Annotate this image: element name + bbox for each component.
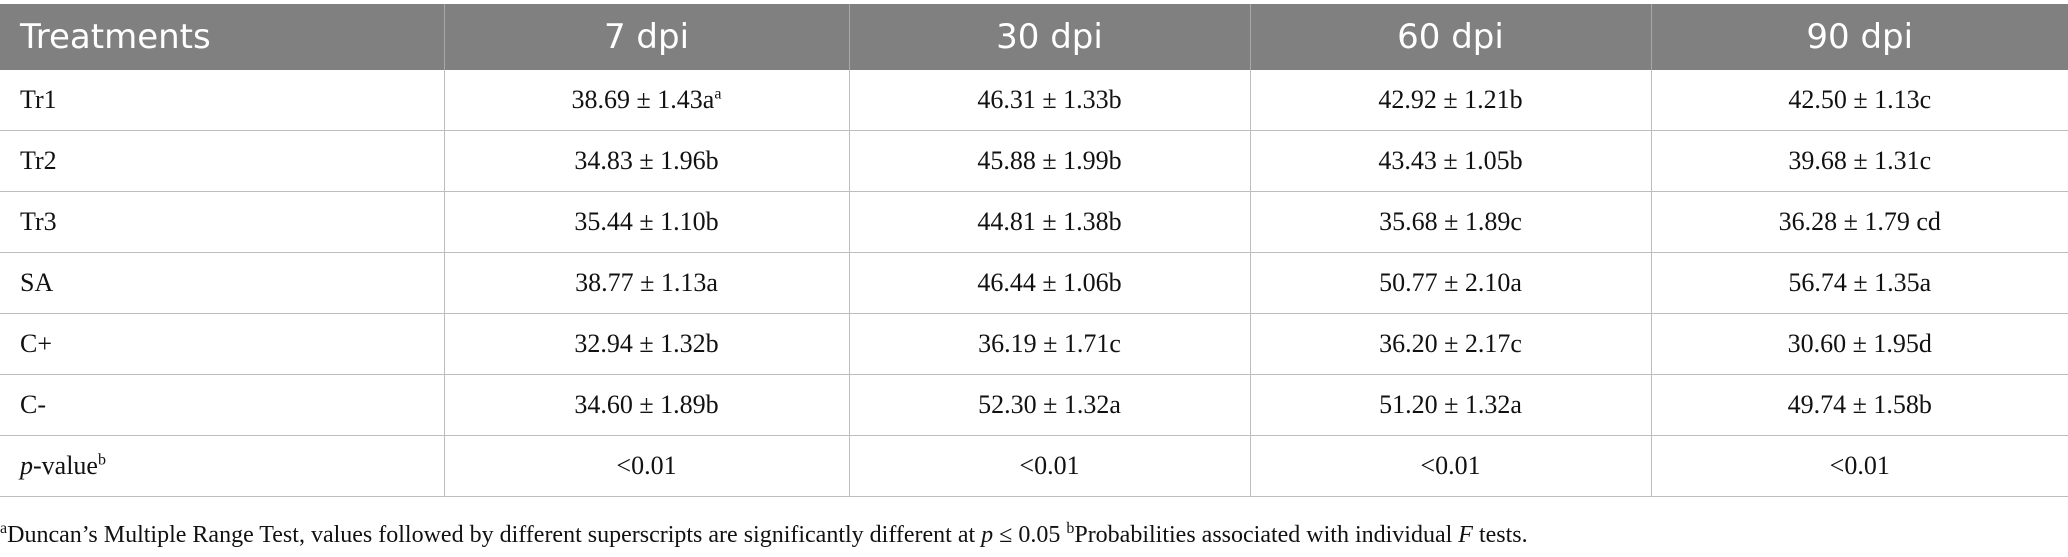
row-label: C+ (0, 313, 444, 375)
header-row: Treatments 7 dpi 30 dpi 60 dpi 90 dpi (0, 4, 2068, 70)
table-cell: 56.74 ± 1.35a (1650, 252, 2068, 314)
footnote-threshold: ≤ 0.05 (993, 522, 1067, 548)
table-cell: 30.60 ± 1.95d (1650, 313, 2068, 375)
table-cell: 36.19 ± 1.71c (848, 313, 1250, 375)
pvalue-label-text: -value (33, 451, 98, 480)
footnote-p-symbol: p (981, 522, 994, 548)
table-cell: 32.94 ± 1.32b (443, 313, 849, 375)
pvalue-cell: <0.01 (1249, 435, 1651, 497)
header-7dpi: 7 dpi (443, 4, 849, 70)
header-treatments: Treatments (0, 4, 444, 70)
table-cell: 50.77 ± 2.10a (1249, 252, 1651, 314)
table-cell: 36.20 ± 2.17c (1249, 313, 1651, 375)
pvalue-cell: <0.01 (443, 435, 849, 497)
header-60dpi: 60 dpi (1249, 4, 1651, 70)
footnote-text-a: Duncan’s Multiple Range Test, values fol… (7, 522, 982, 548)
table-cell: 46.44 ± 1.06b (848, 252, 1250, 314)
pvalue-row: p-valueb <0.01 <0.01 <0.01 <0.01 (0, 435, 2068, 497)
table-row: C+ 32.94 ± 1.32b 36.19 ± 1.71c 36.20 ± 2… (0, 313, 2068, 375)
table-cell: 38.77 ± 1.13a (443, 252, 849, 314)
footnote-superscript-b: b (1066, 520, 1075, 537)
footnote-text-b: Probabilities associated with individual (1074, 522, 1459, 548)
table-row: C- 34.60 ± 1.89b 52.30 ± 1.32a 51.20 ± 1… (0, 374, 2068, 436)
row-label: Tr2 (0, 130, 444, 192)
table-cell: 34.83 ± 1.96b (443, 130, 849, 192)
table-cell: 36.28 ± 1.79 cd (1650, 191, 2068, 253)
row-label: SA (0, 252, 444, 314)
footnote-f-symbol: F (1458, 522, 1473, 548)
pvalue-label: p-valueb (0, 435, 444, 497)
header-30dpi: 30 dpi (848, 4, 1250, 70)
pvalue-label-p: p (20, 451, 33, 480)
table-row: Tr2 34.83 ± 1.96b 45.88 ± 1.99b 43.43 ± … (0, 130, 2068, 192)
table-footnote: aDuncan’s Multiple Range Test, values fo… (0, 520, 2068, 549)
table-cell: 49.74 ± 1.58b (1650, 374, 2068, 436)
header-90dpi: 90 dpi (1650, 4, 2068, 70)
table-cell: 42.50 ± 1.13c (1650, 70, 2068, 131)
table-cell: 44.81 ± 1.38b (848, 191, 1250, 253)
table-cell: 39.68 ± 1.31c (1650, 130, 2068, 192)
row-label: Tr3 (0, 191, 444, 253)
table-cell: 52.30 ± 1.32a (848, 374, 1250, 436)
footnote-text-end: tests. (1472, 522, 1528, 548)
table-cell: 35.68 ± 1.89c (1249, 191, 1651, 253)
pvalue-label-superscript: b (97, 451, 106, 469)
table-row: Tr1 38.69 ± 1.43aa 46.31 ± 1.33b 42.92 ±… (0, 70, 2068, 131)
table-cell: 46.31 ± 1.33b (848, 70, 1250, 131)
results-table: Treatments 7 dpi 30 dpi 60 dpi 90 dpi Tr… (0, 4, 2068, 497)
pvalue-cell: <0.01 (1650, 435, 2068, 497)
table-cell: 45.88 ± 1.99b (848, 130, 1250, 192)
table-cell: 38.69 ± 1.43aa (443, 70, 849, 131)
table-cell: 42.92 ± 1.21b (1249, 70, 1651, 131)
table-cell: 34.60 ± 1.89b (443, 374, 849, 436)
table-row: Tr3 35.44 ± 1.10b 44.81 ± 1.38b 35.68 ± … (0, 191, 2068, 253)
row-label: Tr1 (0, 70, 444, 131)
results-table-container: Treatments 7 dpi 30 dpi 60 dpi 90 dpi Tr… (0, 4, 2068, 497)
table-cell: 35.44 ± 1.10b (443, 191, 849, 253)
pvalue-cell: <0.01 (848, 435, 1250, 497)
table-row: SA 38.77 ± 1.13a 46.44 ± 1.06b 50.77 ± 2… (0, 252, 2068, 314)
table-cell: 51.20 ± 1.32a (1249, 374, 1651, 436)
cell-superscript: a (714, 85, 722, 103)
footnote-superscript-a: a (0, 520, 8, 537)
cell-value: 38.69 ± 1.43a (571, 85, 715, 114)
row-label: C- (0, 374, 444, 436)
table-cell: 43.43 ± 1.05b (1249, 130, 1651, 192)
